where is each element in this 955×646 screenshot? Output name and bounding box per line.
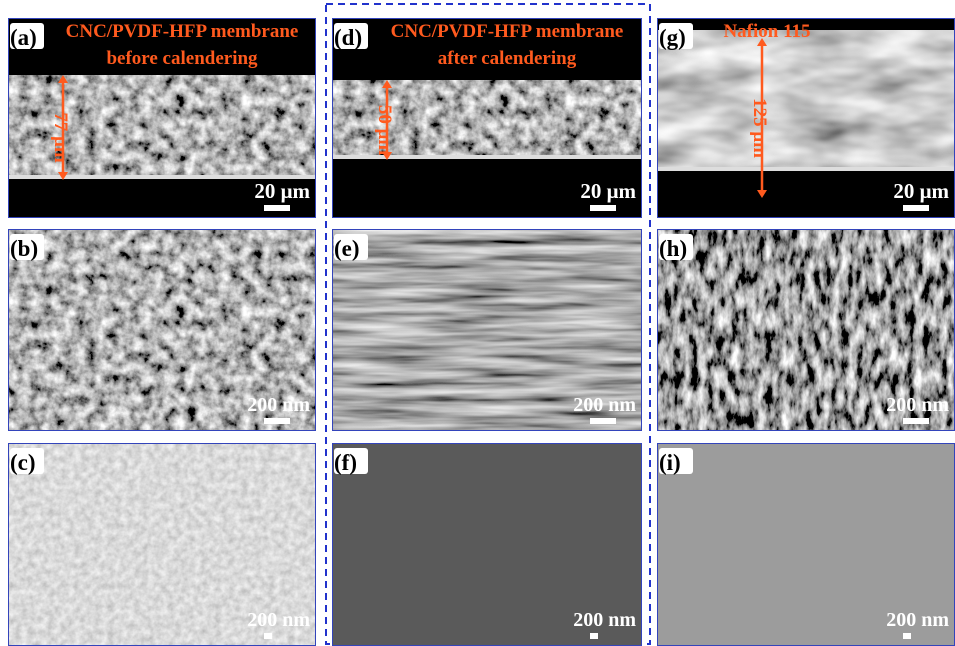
thickness-label: 50 μm	[374, 105, 395, 156]
panel-title: CNC/PVDF-HFP membrane	[391, 21, 624, 42]
scale-bar	[590, 633, 598, 639]
membrane-edge	[332, 155, 642, 159]
panel-title: after calendering	[438, 48, 577, 69]
panel: (h) 200 nm	[657, 229, 955, 431]
panel-label: (c)	[10, 450, 36, 475]
scale-bar-label: 200 nm	[573, 394, 636, 416]
panel-label: (f)	[334, 450, 357, 475]
panel: (f) 200 nm	[332, 443, 642, 646]
scale-bar	[903, 633, 911, 639]
panel-label: (b)	[10, 236, 38, 261]
panel-title: CNC/PVDF-HFP membrane	[66, 21, 299, 42]
panel-label: (h)	[659, 236, 687, 261]
membrane	[657, 30, 955, 170]
scale-bar	[264, 205, 290, 211]
panel: (e) 200 nm	[332, 229, 642, 431]
thickness-label: 77 μm	[50, 112, 71, 163]
panel-label: (e)	[334, 236, 360, 261]
scale-bar-label: 200 nm	[573, 609, 636, 631]
figure: (a) 20 μm CNC/PVDF-HFP membrane before cale…	[0, 0, 955, 646]
panel: (b) 200 nm	[8, 229, 316, 431]
panel-label: (d)	[334, 25, 362, 50]
scale-bar-label: 200 nm	[886, 609, 949, 631]
scale-bar-label: 20 μm	[254, 179, 310, 203]
thickness-label: 125 μm	[749, 98, 770, 158]
scale-bar-label: 200 nm	[247, 609, 310, 631]
panel: (c) 200 nm	[8, 443, 316, 646]
scale-bar	[903, 205, 929, 211]
scale-bar	[903, 418, 929, 424]
panel-label: (i)	[659, 450, 681, 475]
panel-title: before calendering	[106, 48, 258, 69]
membrane-edge	[657, 167, 955, 171]
panel-label: (g)	[659, 25, 686, 50]
scale-bar-label: 200 nm	[247, 394, 310, 416]
panel-label: (a)	[10, 25, 37, 50]
scale-bar-label: 20 μm	[580, 179, 636, 203]
panel-title: Nafion 115	[723, 21, 810, 42]
scale-bar-label: 200 nm	[886, 394, 949, 416]
scale-bar	[590, 205, 616, 211]
scale-bar-label: 20 μm	[893, 179, 949, 203]
scale-bar	[264, 418, 290, 424]
panel: (d) 20 μm CNC/PVDF-HFP membrane after calen…	[332, 18, 642, 218]
panel: (a) 20 μm CNC/PVDF-HFP membrane before cale…	[8, 18, 316, 218]
panel: (i) 200 nm	[657, 443, 955, 646]
scale-bar	[264, 633, 272, 639]
scale-bar	[590, 418, 616, 424]
panel: (g) 20 μm Nafion 115 125 μm	[657, 18, 955, 218]
